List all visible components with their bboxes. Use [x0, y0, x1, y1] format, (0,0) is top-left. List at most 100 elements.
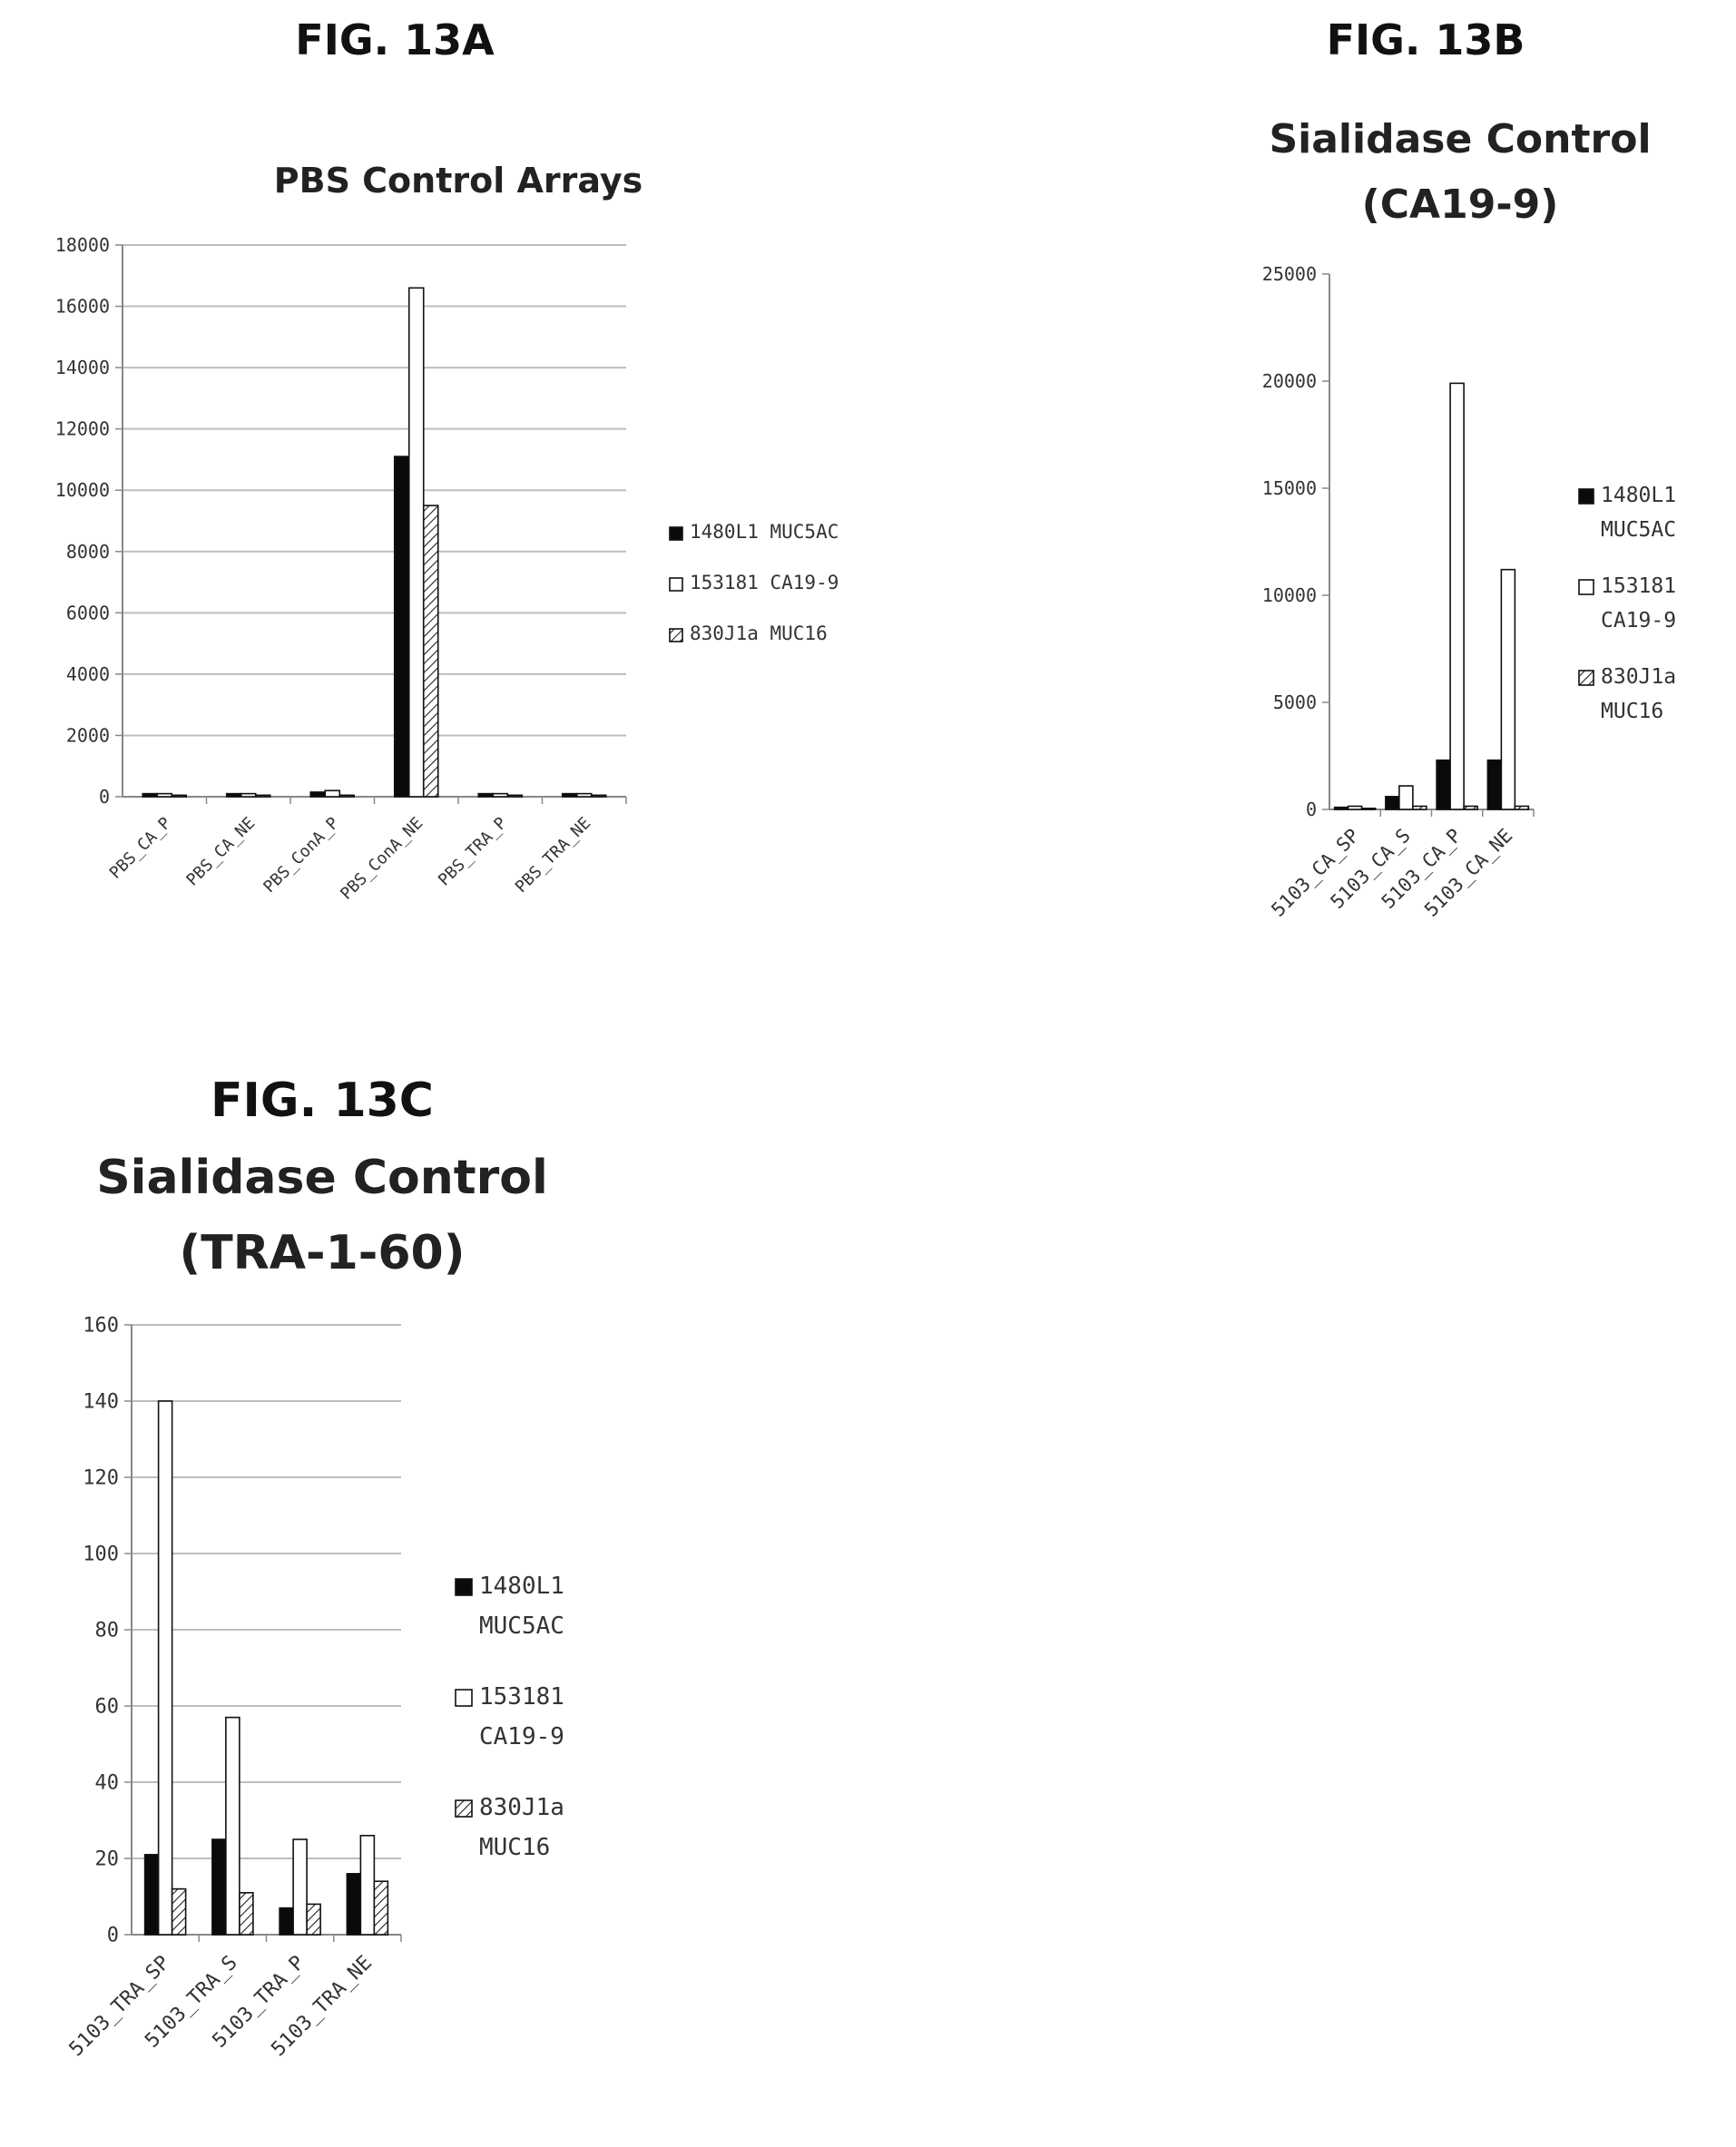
- bar-5103_TRA_NE-series-1: [346, 1873, 362, 1936]
- bar-PBS_CA_NE-series-1: [225, 792, 242, 798]
- legend-swatch-3: [669, 628, 683, 642]
- fig-13a-label: FIG. 13A: [295, 15, 495, 64]
- bar-5103_CA_NE-series-2: [1500, 568, 1516, 810]
- bar-5103_TRA_SP-series-2: [157, 1400, 173, 1936]
- legend-label-1: 1480L1: [1601, 484, 1676, 507]
- legend-label-1: 1480L1 MUC5AC: [690, 521, 839, 543]
- x-category-label: PBS_CA_P: [106, 814, 175, 883]
- y-tick-label: 6000: [66, 602, 110, 623]
- bar-5103_CA_NE-series-1: [1486, 759, 1503, 810]
- bar-5103_CA_S-series-2: [1398, 785, 1414, 810]
- bar-PBS_ConA_P-series-2: [324, 789, 341, 798]
- figure-13c: FIG. 13C Sialidase Control (TRA-1-60) 0 2…: [65, 1074, 564, 2061]
- figure-13b: FIG. 13B Sialidase Control (CA19-9) 0 500…: [1262, 15, 1676, 921]
- bar-5103_CA_S-series-3: [1412, 805, 1427, 810]
- bar-PBS_CA_P-series-2: [156, 792, 173, 798]
- bar-PBS_ConA_P-series-1: [309, 791, 327, 798]
- y-tick-label: 15000: [1262, 477, 1317, 499]
- y-tick-label: 160: [83, 1315, 119, 1338]
- y-tick-label: 20: [95, 1848, 120, 1871]
- y-tick-label: 5000: [1273, 691, 1317, 713]
- chart-13a: 0 2000 4000 6000 8000 10000 12000 14000 16000 180…: [55, 234, 839, 904]
- bar-5103_TRA_P-series-1: [279, 1907, 294, 1936]
- fig-13b-title-line2: (CA19-9): [1362, 181, 1559, 228]
- bar-5103_CA_NE-series-3: [1514, 805, 1530, 810]
- x-category-label: PBS_CA_NE: [182, 814, 259, 890]
- bar-5103_TRA_SP-series-3: [171, 1887, 187, 1936]
- bar-5103_CA_P-series-3: [1463, 805, 1478, 810]
- bar-5103_TRA_NE-series-2: [359, 1835, 376, 1936]
- x-category-label: PBS_TRA_P: [435, 814, 511, 890]
- chart-13c: 0204060801001201401605103_TRA_SP5103_TRA…: [65, 1315, 564, 2062]
- legend-label-2: 153181 CA19-9: [690, 572, 839, 593]
- legend-label-3: 830J1a: [479, 1794, 564, 1821]
- y-tick-label: 120: [83, 1467, 119, 1490]
- legend-label-2: 153181: [479, 1683, 564, 1711]
- legend-label-1: MUC5AC: [1601, 518, 1676, 542]
- x-category-label: PBS_ConA_NE: [337, 814, 427, 904]
- y-tick-label: 140: [83, 1391, 119, 1414]
- bar-5103_CA_SP-series-2: [1347, 805, 1363, 810]
- chart-13b: 05000100001500020000250005103_CA_SP5103_…: [1262, 263, 1676, 921]
- legend-swatch-1: [1578, 488, 1594, 505]
- legend-label-2: CA19-9: [479, 1723, 564, 1750]
- bar-PBS_ConA_NE-series-1: [393, 456, 410, 798]
- y-tick-label: 40: [95, 1772, 120, 1795]
- y-tick-label: 0: [107, 1925, 119, 1947]
- bar-PBS_ConA_P-series-3: [338, 794, 356, 798]
- legend-label-3: MUC16: [1601, 700, 1663, 723]
- bar-5103_TRA_S-series-3: [239, 1892, 254, 1936]
- legend-swatch-1: [455, 1578, 473, 1596]
- bar-PBS_TRA_P-series-1: [477, 792, 495, 798]
- legend-label-1: MUC5AC: [479, 1613, 564, 1640]
- bar-5103_CA_S-series-1: [1385, 796, 1400, 810]
- legend-swatch-2: [1578, 579, 1594, 595]
- y-tick-label: 18000: [55, 234, 110, 256]
- y-tick-label: 25000: [1262, 263, 1317, 285]
- y-tick-label: 2000: [66, 724, 110, 746]
- legend-label-3: MUC16: [479, 1834, 550, 1861]
- bar-PBS_TRA_P-series-3: [506, 794, 524, 798]
- bar-PBS_ConA_NE-series-3: [422, 505, 439, 798]
- legend-label-3: 830J1a MUC16: [690, 623, 828, 644]
- bar-5103_CA_P-series-1: [1436, 759, 1451, 810]
- y-tick-label: 0: [1306, 799, 1317, 820]
- bar-PBS_CA_NE-series-2: [240, 792, 257, 798]
- bar-PBS_TRA_NE-series-2: [575, 792, 593, 798]
- y-tick-label: 0: [99, 786, 110, 808]
- y-tick-label: 14000: [55, 357, 110, 378]
- fig-13c-title-line2: (TRA-1-60): [180, 1226, 466, 1280]
- legend-label-1: 1480L1: [479, 1573, 564, 1600]
- bar-PBS_CA_P-series-3: [171, 794, 188, 798]
- legend-label-2: CA19-9: [1601, 609, 1676, 632]
- bar-5103_CA_SP-series-1: [1333, 806, 1349, 810]
- y-tick-label: 100: [83, 1544, 119, 1566]
- fig-13c-title-line1: Sialidase Control: [96, 1151, 548, 1205]
- fig-13c-label: FIG. 13C: [211, 1074, 434, 1128]
- y-tick-label: 20000: [1262, 370, 1317, 392]
- y-tick-label: 60: [95, 1696, 120, 1719]
- bar-PBS_TRA_NE-series-3: [590, 794, 607, 798]
- legend-swatch-3: [1578, 670, 1594, 686]
- bar-5103_TRA_SP-series-1: [143, 1854, 160, 1936]
- x-category-label: PBS_ConA_P: [260, 814, 343, 897]
- y-tick-label: 12000: [55, 418, 110, 440]
- bar-PBS_CA_NE-series-3: [254, 794, 271, 798]
- bar-5103_CA_P-series-2: [1449, 382, 1465, 810]
- y-tick-label: 10000: [1262, 584, 1317, 606]
- bar-PBS_TRA_NE-series-1: [561, 792, 578, 798]
- fig-13b-label: FIG. 13B: [1327, 15, 1525, 64]
- bar-PBS_CA_P-series-1: [142, 792, 159, 798]
- bar-5103_TRA_P-series-2: [292, 1838, 308, 1936]
- legend-swatch-1: [669, 526, 683, 541]
- bar-PBS_TRA_P-series-2: [492, 792, 509, 798]
- bar-PBS_ConA_NE-series-2: [407, 287, 425, 798]
- y-tick-label: 8000: [66, 541, 110, 563]
- y-tick-label: 10000: [55, 479, 110, 501]
- x-category-label: 5103_CA_SP: [1267, 825, 1363, 921]
- bar-5103_TRA_P-series-3: [306, 1903, 321, 1936]
- y-tick-label: 16000: [55, 296, 110, 318]
- legend-swatch-2: [669, 577, 683, 592]
- legend-label-2: 153181: [1601, 574, 1676, 598]
